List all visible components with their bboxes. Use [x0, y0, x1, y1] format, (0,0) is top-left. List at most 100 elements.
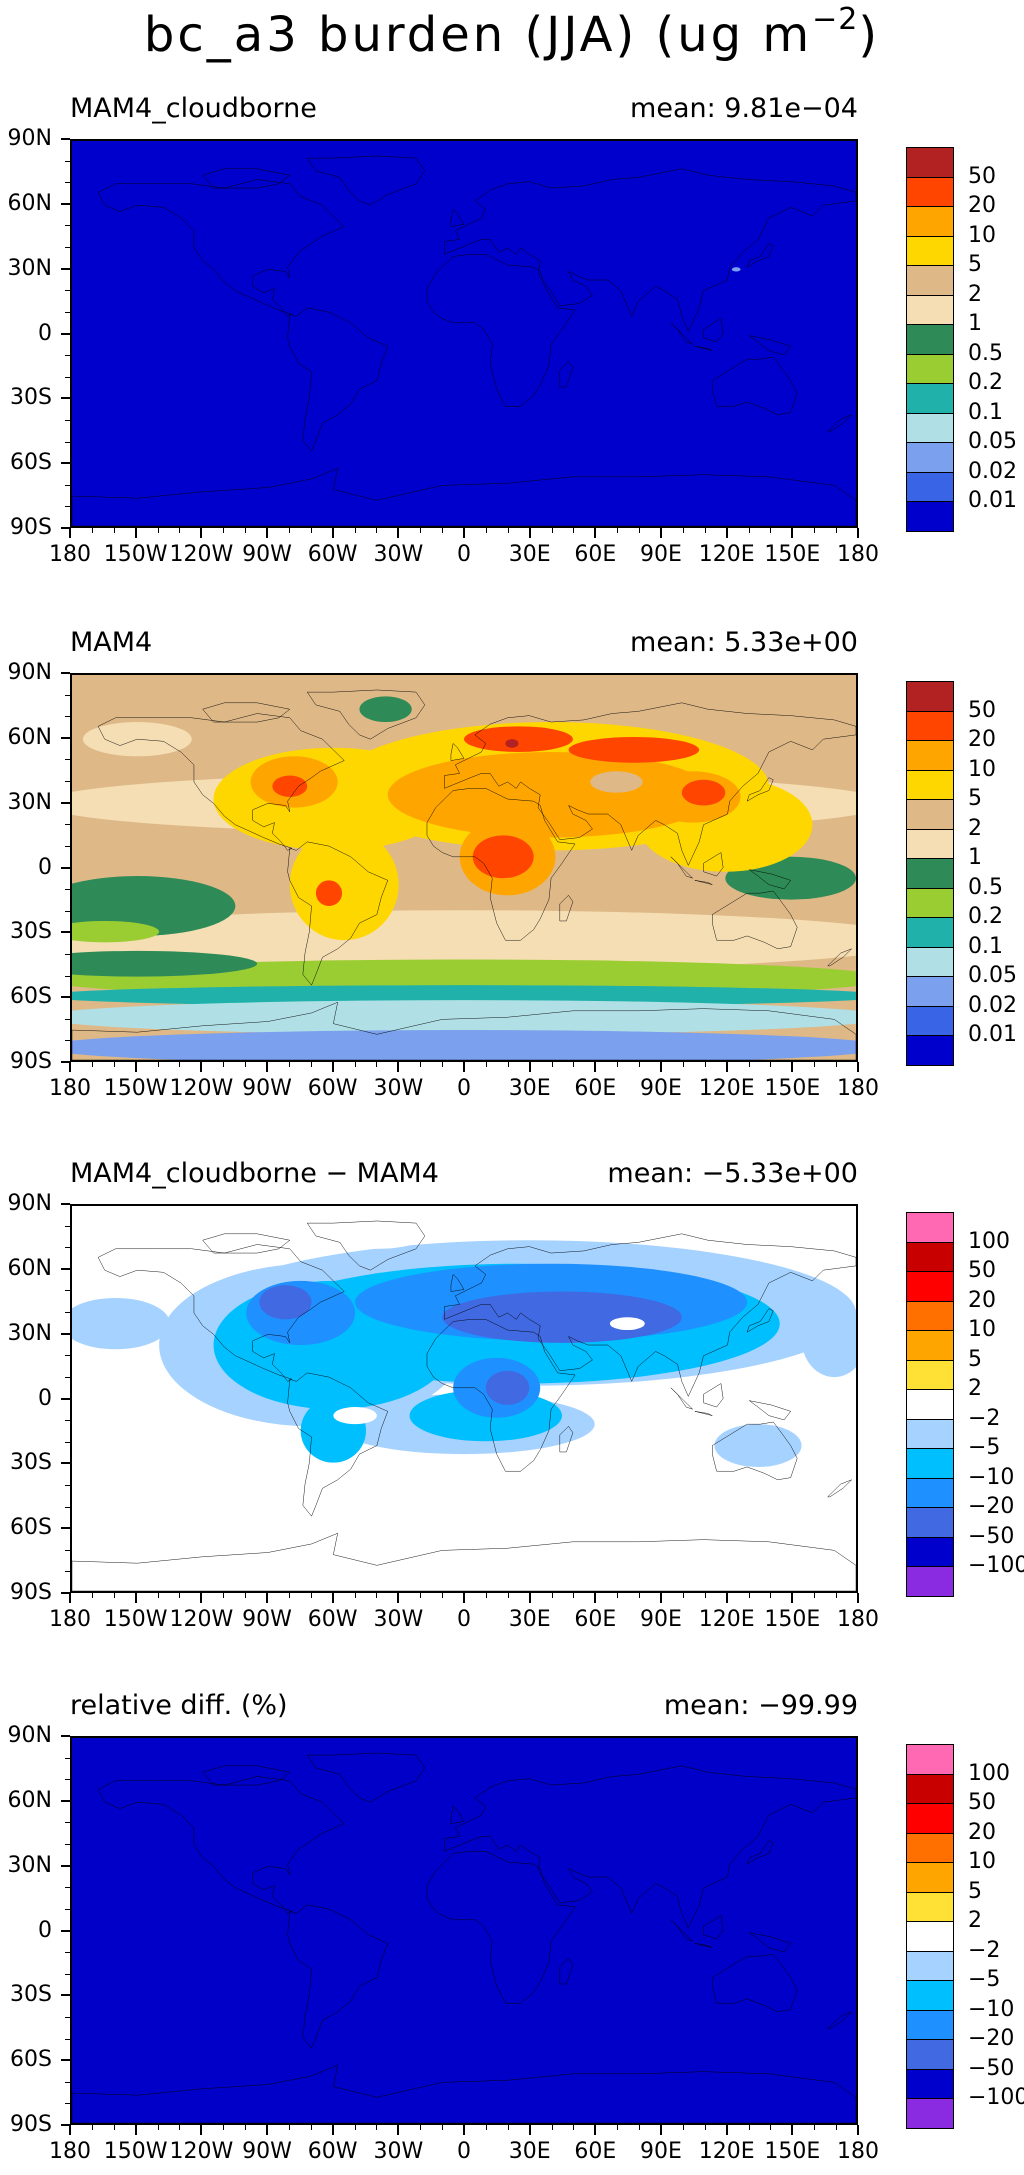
- lon-tick-label: 150E: [764, 542, 821, 567]
- lon-tick: [725, 2125, 728, 2135]
- colorbar-label: 100: [968, 1760, 1010, 1786]
- lon-minor-tick: [332, 2125, 334, 2130]
- lat-minor-tick: [65, 975, 70, 977]
- lon-minor-tick: [376, 1062, 378, 1067]
- coastline: [203, 1766, 290, 1785]
- lat-minor-tick: [65, 1800, 70, 1802]
- lon-minor-tick: [617, 2125, 619, 2130]
- lat-minor-tick: [65, 1290, 70, 1292]
- colorbar-label: 50: [968, 1258, 996, 1283]
- map-plot-1: [72, 141, 856, 526]
- lon-tick: [725, 1593, 728, 1603]
- lat-tick-label: 0: [38, 320, 52, 346]
- lon-tick: [69, 528, 71, 538]
- colorbar-label: 0.2: [968, 370, 1003, 395]
- colorbar-swatch: [906, 1448, 954, 1479]
- lon-minor-tick: [726, 2125, 728, 2130]
- coastline: [203, 169, 290, 188]
- lat-minor-tick: [65, 1355, 70, 1357]
- lon-tick-label: 90W: [242, 2139, 292, 2164]
- coastline: [695, 880, 712, 884]
- coastline: [451, 1806, 464, 1823]
- colorbar-label: −2: [968, 1405, 1001, 1431]
- field-contour: [472, 835, 534, 879]
- lat-minor-tick: [65, 1247, 70, 1249]
- lat-minor-tick: [65, 910, 70, 912]
- lat-minor-tick: [65, 419, 70, 421]
- lon-tick: [791, 1593, 794, 1603]
- lon-tick: [528, 1593, 531, 1603]
- lon-tick: [69, 2125, 71, 2135]
- lon-minor-tick: [310, 1593, 312, 1598]
- colorbar-swatch: [906, 147, 954, 178]
- lon-minor-tick: [792, 528, 794, 533]
- lon-minor-tick: [288, 2125, 290, 2130]
- lat-tick-label: 90N: [7, 126, 52, 151]
- lon-minor-tick: [420, 528, 422, 533]
- coastline: [427, 1851, 575, 2003]
- colorbar-swatch: [906, 1980, 954, 2011]
- lat-tick-label: 90N: [7, 1191, 52, 1216]
- coastline: [749, 1933, 790, 1952]
- lon-minor-tick: [661, 1062, 662, 1067]
- lat-minor-tick: [65, 441, 70, 443]
- lon-tick: [266, 2125, 268, 2135]
- coastline: [560, 361, 573, 387]
- colorbar-swatch: [906, 1241, 954, 1272]
- colorbar-swatch: [906, 2098, 954, 2129]
- lon-minor-tick: [245, 2125, 247, 2130]
- lat-tick-label: 0: [38, 1385, 52, 1411]
- colorbar-label: 50: [968, 163, 996, 189]
- colorbar-swatch: [906, 265, 954, 296]
- coastline: [203, 1234, 290, 1253]
- lon-tick-label: 60E: [574, 1076, 617, 1101]
- lat-tick-label: 30N: [7, 255, 52, 281]
- lon-minor-tick: [157, 1593, 159, 1598]
- lat-minor-tick: [65, 139, 70, 140]
- field-contour: [609, 1317, 645, 1331]
- lon-minor-tick: [682, 1062, 684, 1067]
- lon-tick-label: 0: [457, 542, 471, 567]
- lon-minor-tick: [748, 1062, 750, 1067]
- lat-minor-tick: [65, 1018, 70, 1020]
- colorbar-swatch: [906, 176, 954, 207]
- field-contour: [359, 696, 412, 723]
- lon-minor-tick: [748, 1593, 750, 1598]
- coastline: [712, 1954, 797, 2012]
- lon-tick: [594, 1062, 597, 1072]
- lon-minor-tick: [529, 1593, 531, 1598]
- lon-minor-tick: [529, 1062, 531, 1067]
- lat-minor-tick: [65, 506, 70, 508]
- lon-minor-tick: [726, 1062, 728, 1067]
- colorbar-swatch: [906, 1212, 954, 1243]
- lon-tick: [69, 1062, 71, 1072]
- lon-tick-label: 30E: [508, 1607, 551, 1632]
- lon-tick: [791, 2125, 794, 2135]
- lon-minor-tick: [661, 528, 662, 533]
- colorbar-swatch: [906, 1418, 954, 1449]
- coastline: [695, 1943, 712, 1947]
- lon-tick-label: 90E: [640, 542, 682, 567]
- colorbar-swatch: [906, 1477, 954, 1508]
- lon-tick-label: 180: [837, 1607, 879, 1632]
- field-contour: [272, 775, 308, 797]
- lat-minor-tick: [65, 1865, 70, 1867]
- lon-tick: [463, 528, 465, 538]
- lon-minor-tick: [770, 2125, 772, 2130]
- lat-minor-tick: [65, 311, 70, 313]
- lat-tick-label: 60S: [10, 450, 52, 476]
- lat-minor-tick: [65, 1736, 70, 1737]
- lat-minor-tick: [65, 1757, 70, 1759]
- lat-minor-tick: [65, 355, 70, 357]
- colorbar-label: 0.1: [968, 933, 1003, 959]
- lon-minor-tick: [836, 2125, 838, 2130]
- colorbar-label: −5: [968, 1967, 1001, 1992]
- lon-minor-tick: [223, 2125, 225, 2130]
- colorbar-label: 2: [968, 815, 982, 841]
- lat-minor-tick: [65, 1844, 70, 1846]
- lat-minor-tick: [65, 932, 70, 934]
- lon-tick: [725, 528, 728, 538]
- coastline: [695, 346, 712, 350]
- lon-tick-label: 90W: [242, 1607, 292, 1632]
- lat-minor-tick: [65, 1484, 70, 1486]
